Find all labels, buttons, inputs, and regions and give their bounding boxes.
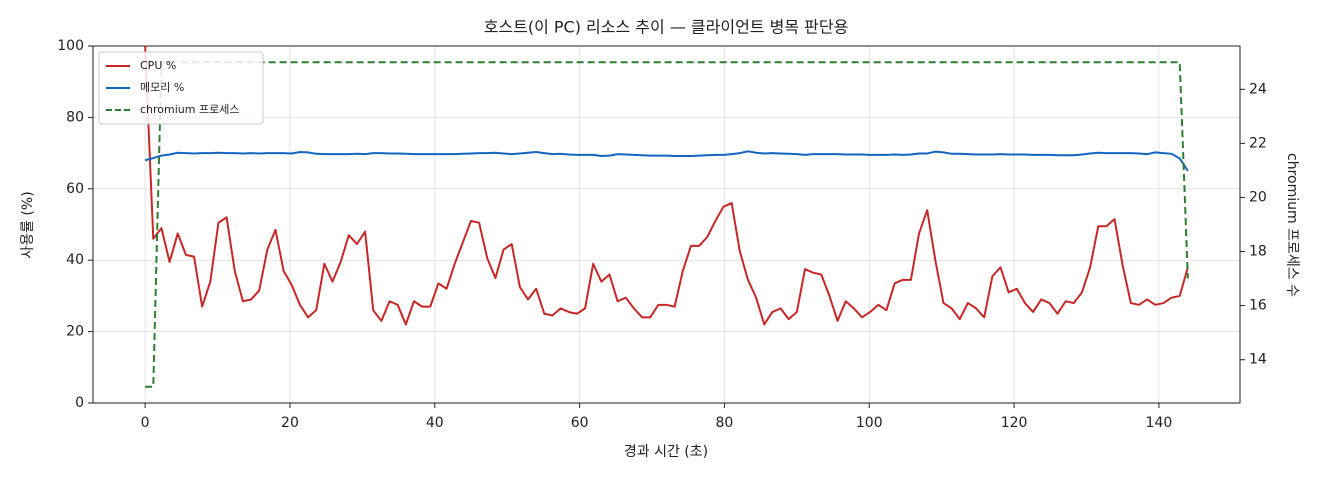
y-tick-label: 60	[66, 181, 84, 197]
y2-tick-label: 16	[1249, 298, 1267, 314]
x-tick-label: 140	[1146, 415, 1173, 431]
x-tick-label: 40	[426, 415, 444, 431]
legend-text: 메모리 %	[140, 81, 184, 94]
x-tick-label: 100	[856, 415, 883, 431]
y-tick-label: 80	[66, 109, 84, 125]
y-tick-label: 40	[66, 252, 84, 268]
x-tick-label: 60	[571, 415, 589, 431]
x-tick-label: 0	[141, 415, 150, 431]
plot-frame	[92, 45, 1241, 404]
y2-tick-label: 18	[1249, 244, 1267, 260]
chart-title: 호스트(이 PC) 리소스 추이 — 클라이언트 병목 판단용	[484, 18, 849, 37]
series-line	[144, 45, 1189, 326]
y-tick-label: 0	[75, 395, 84, 411]
y2-axis-label: chromium 프로세스 수	[1284, 153, 1300, 297]
y2-tick-label: 20	[1249, 189, 1267, 205]
legend-text: chromium 프로세스	[140, 103, 239, 116]
legend-box	[98, 51, 264, 125]
x-tick-label: 80	[716, 415, 734, 431]
x-tick-label: 20	[281, 415, 299, 431]
legend-text: CPU %	[140, 59, 176, 72]
series-line	[145, 61, 1189, 388]
y-axis-label: 사용률 (%)	[20, 191, 36, 258]
y2-tick-label: 14	[1249, 352, 1267, 368]
x-axis-label: 경과 시간 (초)	[624, 444, 708, 460]
y2-tick-label: 22	[1249, 135, 1267, 151]
y-tick-label: 20	[66, 324, 84, 340]
y2-tick-label: 24	[1249, 81, 1267, 97]
x-tick-label: 120	[1001, 415, 1028, 431]
y-tick-label: 100	[57, 38, 84, 54]
series-line	[144, 150, 1189, 172]
